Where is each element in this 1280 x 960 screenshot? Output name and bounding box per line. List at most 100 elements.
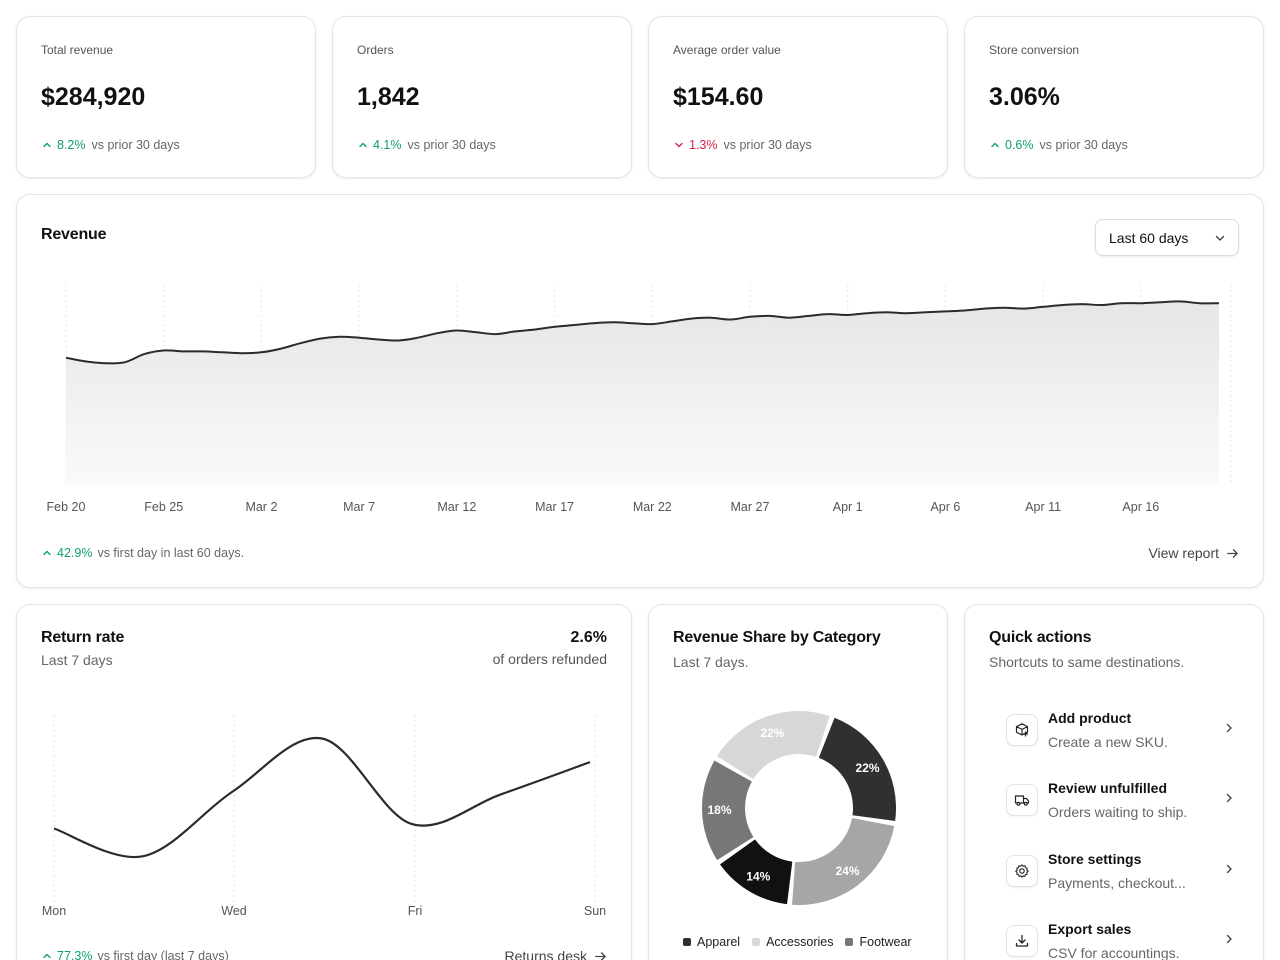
- arrow-up-icon: [357, 139, 369, 151]
- revenue-chart: [65, 285, 1232, 485]
- x-tick-label: Mon: [41, 904, 67, 918]
- x-tick-label: Apr 6: [930, 500, 961, 514]
- action-desc: Create a new SKU.: [1048, 734, 1168, 750]
- kpi-delta: 8.2% vs prior 30 days: [41, 138, 180, 152]
- return-rate-chart: [53, 715, 596, 915]
- share-legend: Apparel Accessories Footwear: [683, 935, 924, 949]
- kpi-value: 1,842: [357, 83, 420, 111]
- revenue-card: Revenue Last 60 days Feb 20 Feb 25 Mar 2 Ma…: [16, 194, 1264, 588]
- legend-item-accessories: Accessories: [752, 935, 833, 949]
- legend-label: Accessories: [766, 935, 834, 949]
- action-title: Add product: [1048, 710, 1132, 726]
- action-add-product[interactable]: Add product Create a new SKU.: [989, 710, 1241, 766]
- kpi-card-average-order-value: Average order value $154.60 1.3% vs prio…: [648, 16, 948, 178]
- chevron-right-icon: [1226, 793, 1232, 803]
- action-export-sales[interactable]: Export sales CSV for accountings.: [989, 921, 1241, 960]
- arrow-right-icon: [1227, 548, 1238, 558]
- donut-slice: [720, 839, 793, 905]
- arrow-down-icon: [673, 139, 685, 151]
- action-desc: Payments, checkout...: [1048, 875, 1186, 891]
- package-plus-icon: [1006, 714, 1038, 746]
- donut-slice-label: 22%: [856, 761, 880, 775]
- revenue-area: [66, 301, 1219, 485]
- kpi-label: Total revenue: [41, 43, 114, 57]
- returns-desk-label: Returns desk: [504, 948, 587, 960]
- x-tick-label: Sun: [583, 904, 607, 918]
- x-tick-label: Mar 7: [343, 500, 376, 514]
- legend-swatch: [752, 938, 761, 946]
- kpi-label: Orders: [357, 43, 394, 57]
- date-range-value: Last 60 days: [1109, 229, 1189, 246]
- arrow-right-icon: [595, 951, 606, 960]
- x-tick-label: Mar 12: [437, 500, 477, 514]
- x-tick-label: Feb 25: [144, 500, 184, 514]
- kpi-delta-value: 0.6%: [1005, 138, 1034, 152]
- action-store-settings[interactable]: Store settings Payments, checkout...: [989, 851, 1241, 907]
- view-report-label: View report: [1148, 545, 1219, 561]
- kpi-label: Store conversion: [989, 43, 1080, 57]
- legend-label: Footwear: [859, 935, 912, 949]
- returns-desk-link[interactable]: Returns desk: [505, 948, 607, 960]
- x-tick-label: Wed: [221, 904, 247, 918]
- kpi-delta-value: 1.3%: [689, 138, 718, 152]
- x-tick-label: Mar 27: [730, 500, 770, 514]
- date-range-select[interactable]: Last 60 days: [1095, 219, 1239, 256]
- kpi-delta: 1.3% vs prior 30 days: [673, 138, 812, 152]
- return-rate-value: 2.6%: [570, 629, 607, 646]
- legend-item-apparel: Apparel: [683, 935, 740, 949]
- download-icon: [1006, 925, 1038, 957]
- donut-slice: [717, 711, 830, 780]
- x-tick-label: Apr 16: [1122, 500, 1160, 514]
- action-desc: CSV for accountings.: [1048, 945, 1180, 960]
- kpi-delta-value: 4.1%: [373, 138, 402, 152]
- revenue-title: Revenue: [41, 226, 107, 243]
- share-title: Revenue Share by Category: [673, 629, 881, 646]
- return-rate-caption: of orders refunded: [492, 651, 607, 667]
- action-desc: Orders waiting to ship.: [1048, 804, 1188, 820]
- revenue-share-card: Revenue Share by Category Last 7 days. 2…: [648, 604, 948, 960]
- donut-slice-label: 14%: [746, 869, 770, 883]
- return-rate-subtitle: Last 7 days: [41, 652, 113, 668]
- return-rate-card: Return rate Last 7 days 2.6% of orders r…: [16, 604, 632, 960]
- x-tick-label: Feb 20: [46, 500, 86, 514]
- arrow-up-icon: [989, 139, 1001, 151]
- revenue-delta-text: vs first day in last 60 days.: [97, 546, 245, 560]
- x-tick-label: Mar 2: [245, 500, 278, 514]
- action-review-unfulfilled[interactable]: Review unfulfilled Orders waiting to shi…: [989, 780, 1241, 836]
- donut-slice-label: 22%: [760, 726, 784, 740]
- action-title: Review unfulfilled: [1048, 780, 1168, 796]
- return-rate-footer-delta: 77.3% vs first day (last 7 days): [41, 949, 229, 960]
- kpi-delta-value: 8.2%: [57, 138, 86, 152]
- kpi-delta: 4.1% vs prior 30 days: [357, 138, 496, 152]
- kpi-label: Average order value: [673, 43, 781, 57]
- action-title: Store settings: [1048, 851, 1142, 867]
- kpi-comparison: vs prior 30 days: [91, 138, 180, 152]
- truck-icon: [1006, 784, 1038, 816]
- share-subtitle: Last 7 days.: [673, 654, 749, 670]
- view-report-link[interactable]: View report: [1148, 545, 1239, 561]
- x-tick-label: Mar 22: [632, 500, 672, 514]
- kpi-card-total-revenue: Total revenue $284,920 8.2% vs prior 30 …: [16, 16, 316, 178]
- return-rate-delta-text: vs first day (last 7 days): [97, 949, 229, 960]
- chevron-right-icon: [1226, 864, 1232, 874]
- legend-item-footwear: Footwear: [845, 935, 912, 949]
- kpi-card-orders: Orders 1,842 4.1% vs prior 30 days: [332, 16, 632, 178]
- gear-icon: [1006, 855, 1038, 887]
- x-tick-label: Apr 11: [1025, 500, 1062, 514]
- revenue-line: [65, 300, 1220, 365]
- chevron-right-icon: [1226, 723, 1232, 733]
- donut-slice: [702, 760, 754, 861]
- kpi-value: 3.06%: [989, 83, 1060, 111]
- return-rate-title: Return rate: [41, 629, 125, 646]
- quick-actions-subtitle: Shortcuts to same destinations.: [989, 654, 1185, 670]
- revenue-share-donut: 22% 24% 14% 18% 22%: [702, 711, 896, 905]
- action-title: Export sales: [1048, 921, 1132, 937]
- kpi-comparison: vs prior 30 days: [723, 138, 812, 152]
- donut-slice: [792, 818, 895, 905]
- kpi-comparison: vs prior 30 days: [407, 138, 496, 152]
- legend-swatch: [683, 938, 691, 946]
- x-tick-label: Apr 1: [832, 500, 863, 514]
- quick-actions-card: Quick actions Shortcuts to same destinat…: [964, 604, 1264, 960]
- donut-slice-label: 24%: [835, 864, 859, 878]
- chevron-right-icon: [1226, 934, 1232, 944]
